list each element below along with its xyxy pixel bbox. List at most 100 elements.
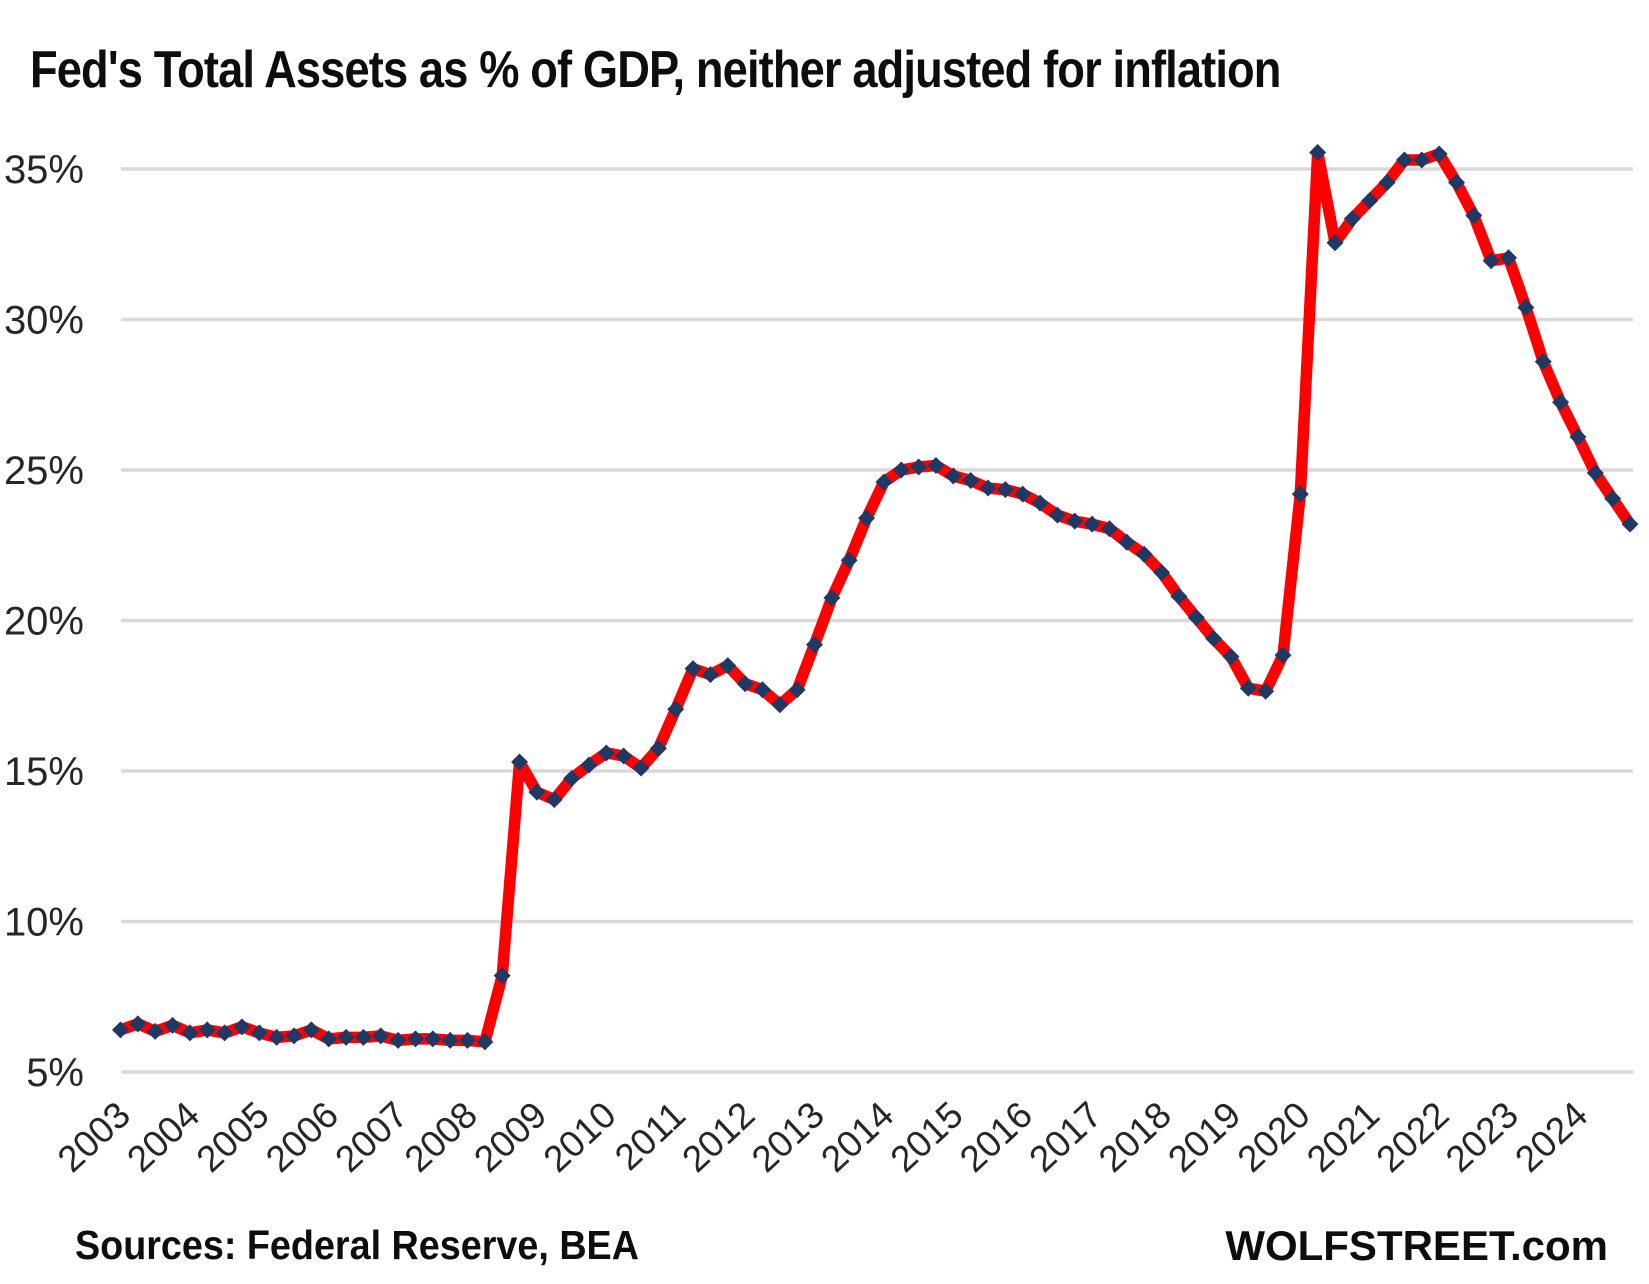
data-point-marker xyxy=(1413,151,1431,169)
data-point-marker xyxy=(1447,174,1465,192)
data-point-marker xyxy=(1222,648,1240,666)
x-tick-label: 2023 xyxy=(1438,1094,1526,1180)
data-point-marker xyxy=(701,666,719,684)
data-point-marker xyxy=(1257,682,1275,700)
data-point-marker xyxy=(233,1018,251,1036)
data-point-marker xyxy=(771,696,789,714)
data-point-marker xyxy=(1135,545,1153,563)
x-tick-label: 2024 xyxy=(1507,1094,1595,1180)
x-tick-label: 2015 xyxy=(883,1094,971,1180)
data-point-marker xyxy=(1048,506,1066,524)
data-point-marker xyxy=(406,1030,424,1048)
data-point-marker xyxy=(511,753,529,771)
x-tick-label: 2008 xyxy=(397,1094,485,1180)
data-point-marker xyxy=(320,1030,338,1048)
data-point-marker xyxy=(840,551,858,569)
data-point-marker xyxy=(1569,428,1587,446)
data-point-marker xyxy=(198,1021,216,1039)
data-point-marker xyxy=(1552,393,1570,411)
data-point-marker xyxy=(1361,192,1379,210)
data-point-marker xyxy=(1604,490,1622,508)
data-point-marker xyxy=(372,1027,390,1045)
data-point-marker xyxy=(1517,298,1535,316)
data-point-marker xyxy=(1430,145,1448,163)
x-tick-label: 2007 xyxy=(327,1094,415,1180)
x-tick-label: 2009 xyxy=(466,1094,554,1180)
data-point-marker xyxy=(962,472,980,490)
y-tick-label: 5% xyxy=(26,1051,84,1095)
y-tick-label: 25% xyxy=(4,449,84,493)
data-point-marker xyxy=(1031,494,1049,512)
data-point-marker xyxy=(1118,533,1136,551)
data-point-marker xyxy=(910,458,928,476)
data-point-marker xyxy=(1534,353,1552,371)
x-tick-label: 2011 xyxy=(607,1094,693,1178)
data-point-marker xyxy=(1378,174,1396,192)
x-tick-label: 2017 xyxy=(1021,1094,1109,1180)
data-point-marker xyxy=(459,1031,477,1049)
data-point-marker xyxy=(389,1031,407,1049)
y-tick-label: 10% xyxy=(4,901,84,945)
x-tick-label: 2021 xyxy=(1299,1094,1387,1180)
data-point-marker xyxy=(597,744,615,762)
data-point-marker xyxy=(1326,234,1344,252)
y-tick-label: 30% xyxy=(4,299,84,343)
data-point-marker xyxy=(944,467,962,485)
data-point-marker xyxy=(146,1022,164,1040)
data-point-marker xyxy=(528,783,546,801)
data-point-marker xyxy=(1274,646,1292,664)
data-point-marker xyxy=(493,967,511,985)
y-tick-label: 15% xyxy=(4,750,84,794)
data-point-marker xyxy=(667,700,685,718)
data-point-marker xyxy=(164,1016,182,1034)
data-point-marker xyxy=(1309,143,1327,161)
x-tick-label: 2005 xyxy=(189,1094,277,1180)
data-point-marker xyxy=(1100,520,1118,538)
x-tick-label: 2004 xyxy=(119,1094,207,1180)
data-point-marker xyxy=(1482,252,1500,270)
data-point-marker xyxy=(112,1021,129,1039)
data-point-marker xyxy=(1083,515,1101,533)
data-point-marker xyxy=(649,739,667,757)
data-point-marker xyxy=(1500,249,1518,267)
data-point-marker xyxy=(1291,485,1309,503)
data-point-marker xyxy=(563,770,581,788)
data-point-marker xyxy=(1343,210,1361,228)
data-point-marker xyxy=(1170,587,1188,605)
data-point-marker xyxy=(181,1024,199,1042)
watermark: WOLFSTREET.com xyxy=(1225,1222,1608,1269)
x-tick-label: 2018 xyxy=(1091,1094,1179,1180)
data-point-marker xyxy=(302,1021,320,1039)
x-tick-label: 2006 xyxy=(258,1094,346,1180)
data-point-marker xyxy=(545,791,563,809)
data-point-marker xyxy=(823,589,841,607)
data-point-marker xyxy=(1586,464,1604,482)
x-tick-label: 2020 xyxy=(1230,1094,1318,1180)
x-tick-label: 2014 xyxy=(813,1094,901,1180)
data-point-marker xyxy=(129,1015,147,1033)
data-point-marker xyxy=(632,759,650,777)
data-point-marker xyxy=(996,481,1014,499)
data-point-marker xyxy=(1066,512,1084,530)
x-tick-label: 2010 xyxy=(536,1094,624,1180)
x-tick-label: 2003 xyxy=(50,1094,138,1180)
data-point-marker xyxy=(806,636,824,654)
data-point-marker xyxy=(1014,485,1032,503)
y-tick-label: 35% xyxy=(4,148,84,192)
data-point-marker xyxy=(285,1027,303,1045)
data-point-marker xyxy=(1239,679,1257,697)
data-point-marker xyxy=(1187,608,1205,626)
data-point-marker xyxy=(979,479,997,497)
x-tick-label: 2022 xyxy=(1368,1094,1456,1180)
sources-note: Sources: Federal Reserve, BEA xyxy=(75,1222,639,1268)
data-point-marker xyxy=(216,1024,234,1042)
data-point-marker xyxy=(1153,563,1171,581)
y-tick-label: 20% xyxy=(4,600,84,644)
data-point-marker xyxy=(788,681,806,699)
data-point-marker xyxy=(1205,630,1223,648)
x-tick-label: 2019 xyxy=(1160,1094,1248,1180)
data-point-marker xyxy=(892,461,910,479)
data-point-marker xyxy=(858,509,876,527)
